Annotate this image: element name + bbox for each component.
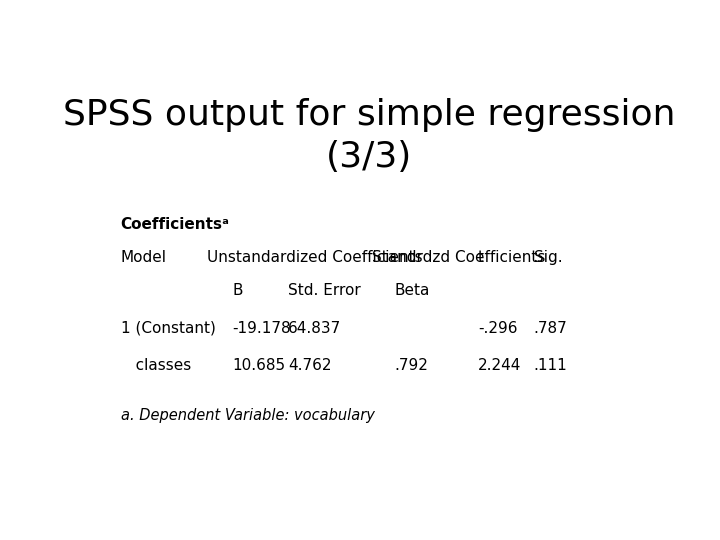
Text: .792: .792	[394, 358, 428, 373]
Text: 10.685: 10.685	[233, 358, 285, 373]
Text: .787: .787	[534, 321, 567, 335]
Text: t: t	[478, 250, 484, 265]
Text: Std. Error: Std. Error	[288, 283, 361, 298]
Text: Model: Model	[121, 250, 167, 265]
Text: 2.244: 2.244	[478, 358, 521, 373]
Text: .111: .111	[534, 358, 567, 373]
Text: 1 (Constant): 1 (Constant)	[121, 321, 215, 335]
Text: Standrdzd Coefficients: Standrdzd Coefficients	[372, 250, 545, 265]
Text: Sig.: Sig.	[534, 250, 562, 265]
Text: Coefficientsᵃ: Coefficientsᵃ	[121, 217, 230, 232]
Text: a. Dependent Variable: vocabulary: a. Dependent Variable: vocabulary	[121, 408, 374, 423]
Text: Unstandardized Coefficients: Unstandardized Coefficients	[207, 250, 423, 265]
Text: -.296: -.296	[478, 321, 517, 335]
Text: SPSS output for simple regression: SPSS output for simple regression	[63, 98, 675, 132]
Text: classes: classes	[121, 358, 191, 373]
Text: Beta: Beta	[394, 283, 430, 298]
Text: (3/3): (3/3)	[326, 140, 412, 174]
Text: -19.178: -19.178	[233, 321, 291, 335]
Text: 64.837: 64.837	[288, 321, 341, 335]
Text: 4.762: 4.762	[288, 358, 332, 373]
Text: B: B	[233, 283, 243, 298]
